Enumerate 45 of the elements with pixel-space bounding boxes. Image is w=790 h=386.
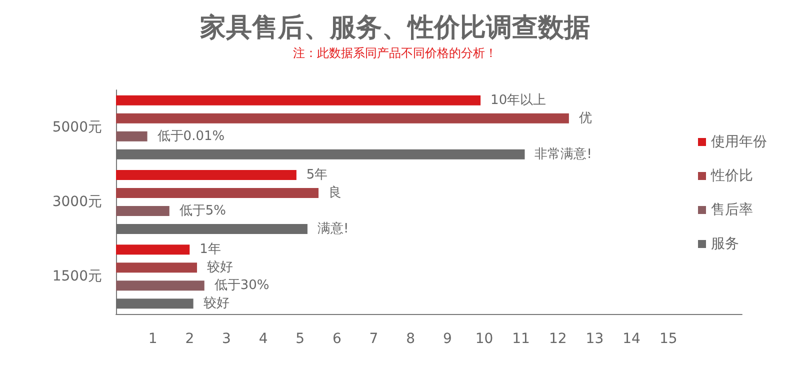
bar <box>116 262 198 273</box>
annotation: 较好 <box>207 260 234 276</box>
x-tick-label: 9 <box>442 331 452 347</box>
x-tick-label: 4 <box>258 331 268 347</box>
annotation: 10年以上 <box>490 92 546 108</box>
legend-label: 使用年份 <box>711 134 767 150</box>
legend-label: 售后率 <box>711 202 753 218</box>
x-tick-label: 6 <box>332 331 342 347</box>
x-tick-label: 8 <box>406 331 416 347</box>
x-tick-label: 11 <box>512 331 530 347</box>
y-tick-label: 3000元 <box>52 194 102 210</box>
annotation: 低于30% <box>214 278 270 294</box>
bar <box>116 95 481 106</box>
annotation: 5年 <box>306 168 328 182</box>
chart-subtitle: 注：此数据系同产品不同价格的分析！ <box>293 46 497 60</box>
bar <box>116 244 190 255</box>
x-tick-label: 5 <box>296 331 305 347</box>
x-tick-label: 1 <box>148 331 158 347</box>
annotation: 低于0.01% <box>157 128 225 144</box>
bar <box>116 188 319 198</box>
chart-title: 家具售后、服务、性价比调查数据 <box>199 13 590 43</box>
y-tick-label: 5000元 <box>52 119 102 136</box>
y-tick-label: 1500元 <box>52 268 102 285</box>
bar <box>116 280 204 291</box>
annotation: 良 <box>328 186 342 200</box>
legend-label: 服务 <box>711 236 739 252</box>
bar <box>116 206 170 216</box>
annotation: 较好 <box>203 296 230 312</box>
annotation: 满意! <box>317 222 349 236</box>
annotation: 低于5% <box>179 204 226 218</box>
bar <box>116 170 296 180</box>
x-tick-label: 14 <box>622 331 641 347</box>
x-tick-label: 15 <box>659 331 678 347</box>
x-tick-label: 2 <box>185 331 194 347</box>
x-tick-label: 7 <box>369 331 378 347</box>
annotation: 1年 <box>200 242 221 258</box>
annotation: 非常满意! <box>534 146 592 162</box>
bar <box>116 113 569 124</box>
annotation: 优 <box>578 110 592 126</box>
legend-label: 性价比 <box>710 168 753 184</box>
x-tick-label: 13 <box>586 331 604 347</box>
bar <box>116 131 148 142</box>
x-tick-label: 3 <box>222 331 231 347</box>
x-tick-label: 12 <box>548 331 567 347</box>
x-tick-label: 10 <box>475 331 494 347</box>
